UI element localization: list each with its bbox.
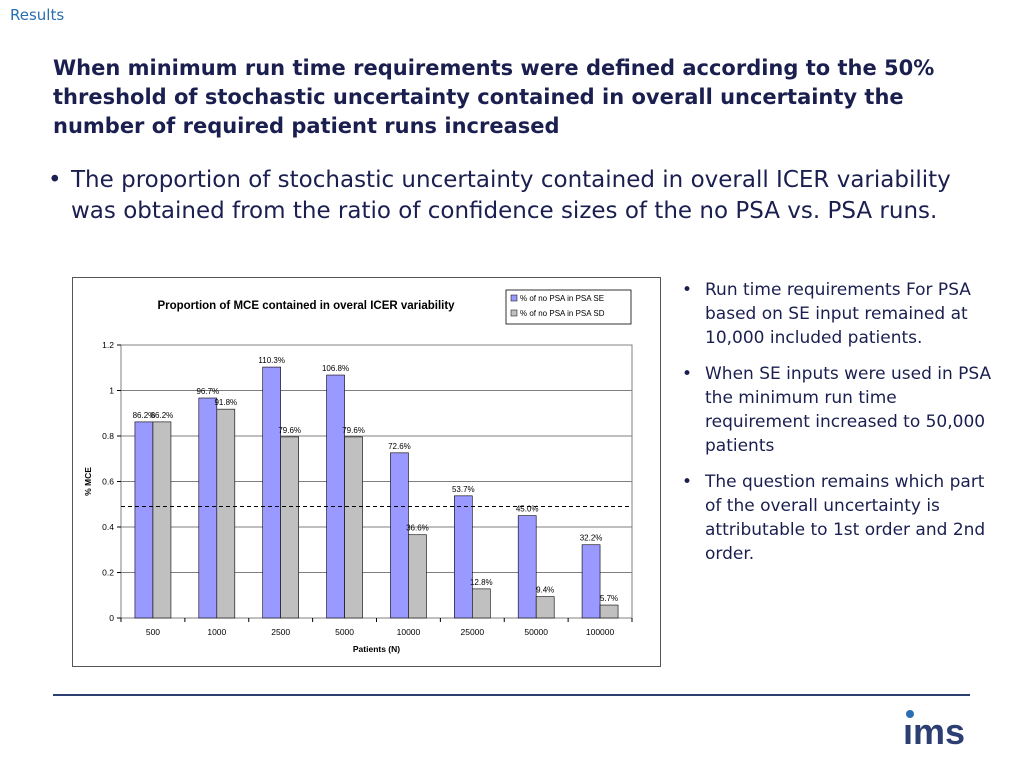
main-bullet-text: The proportion of stochastic uncertainty… [71,167,951,224]
slide-headline: When minimum run time requirements were … [53,56,935,138]
x-tick-label: 100000 [586,627,615,637]
x-tick-label: 50000 [524,627,548,637]
y-tick-label: 0.2 [102,568,114,578]
side-bullet-text: Run time requirements For PSA based on S… [705,280,971,348]
bar [390,452,409,619]
data-label: 86.2% [133,411,156,420]
legend-box [505,289,632,325]
bar [134,421,154,619]
legend-label: % of no PSA in PSA SD [520,309,605,318]
ims-logo: ıms [903,710,965,750]
x-tick-label: 500 [146,627,160,637]
x-tick-label: 2500 [271,627,290,637]
footer-rule [53,694,970,696]
side-bullet-list: • Run time requirements For PSA based on … [680,278,1000,578]
data-label: 45.0% [516,505,539,514]
y-tick-label: 0.4 [102,522,114,532]
legend-swatch [510,294,518,302]
data-label: 9.4% [536,586,554,595]
x-tick-label: 1000 [207,627,226,637]
data-label: 32.2% [580,534,603,543]
x-tick-label: 25000 [460,627,484,637]
data-label: 110.3% [258,356,285,365]
data-label: 79.6% [342,426,365,435]
bar [454,495,473,619]
y-tick-label: 0 [109,613,114,623]
data-label: 106.8% [322,364,349,373]
bar [599,604,619,619]
bar [326,374,345,619]
bar-chart: 0 0.2 0.4 0.6 0.8 1 1.2 86.2%86.2% 500 96.7% 91.8%… [83,289,633,654]
data-label: 86.2% [151,411,174,420]
bar [344,436,363,619]
bar [198,397,218,619]
side-bullet-item: • Run time requirements For PSA based on … [680,278,1000,350]
data-label: 12.8% [470,578,493,587]
data-label: 79.6% [278,426,301,435]
y-tick-label: 0.6 [102,477,114,487]
section-label: Results [10,6,65,24]
y-tick-label: 1.2 [102,340,114,350]
bar [535,596,555,619]
bar [408,534,427,619]
legend-label: % of no PSA in PSA SE [520,294,604,303]
bullet-dot: • [682,364,693,384]
side-bullet-text: The question remains which part of the o… [705,472,986,564]
bar [152,421,172,619]
bar [280,436,299,619]
bar [262,366,281,619]
x-tick-label: 10000 [397,627,421,637]
bullet-dot: • [48,167,62,193]
main-bullet: • The proportion of stochastic uncertain… [48,165,978,227]
data-label: 96.7% [196,387,219,396]
side-bullet-item: • The question remains which part of the … [680,470,1000,566]
data-label: 36.6% [406,524,429,533]
side-bullet-text: When SE inputs were used in PSA the mini… [705,364,992,456]
legend-swatch [510,309,518,317]
y-tick-label: 1 [109,386,114,396]
bullet-dot: • [682,472,693,492]
chart-frame: 0 0.2 0.4 0.6 0.8 1 1.2 86.2% 86.2% 500 96.7% 91.8%… [72,277,661,667]
bar [216,408,236,619]
bar [581,544,601,619]
x-tick-label: 5000 [335,627,354,637]
logo-text: ıms [903,711,965,750]
data-label: 72.6% [388,442,411,451]
bar [517,515,537,619]
x-axis-label: Patients (N) [353,644,400,654]
data-label: 5.7% [600,594,618,603]
y-axis-label: % MCE [83,467,93,496]
chart-title: Proportion of MCE contained in overal IC… [157,300,455,312]
bar [472,588,491,619]
y-tick-label: 0.8 [102,431,114,441]
bullet-dot: • [682,280,693,300]
side-bullet-item: • When SE inputs were used in PSA the min… [680,362,1000,458]
data-label: 53.7% [452,485,475,494]
data-label: 91.8% [214,398,237,407]
